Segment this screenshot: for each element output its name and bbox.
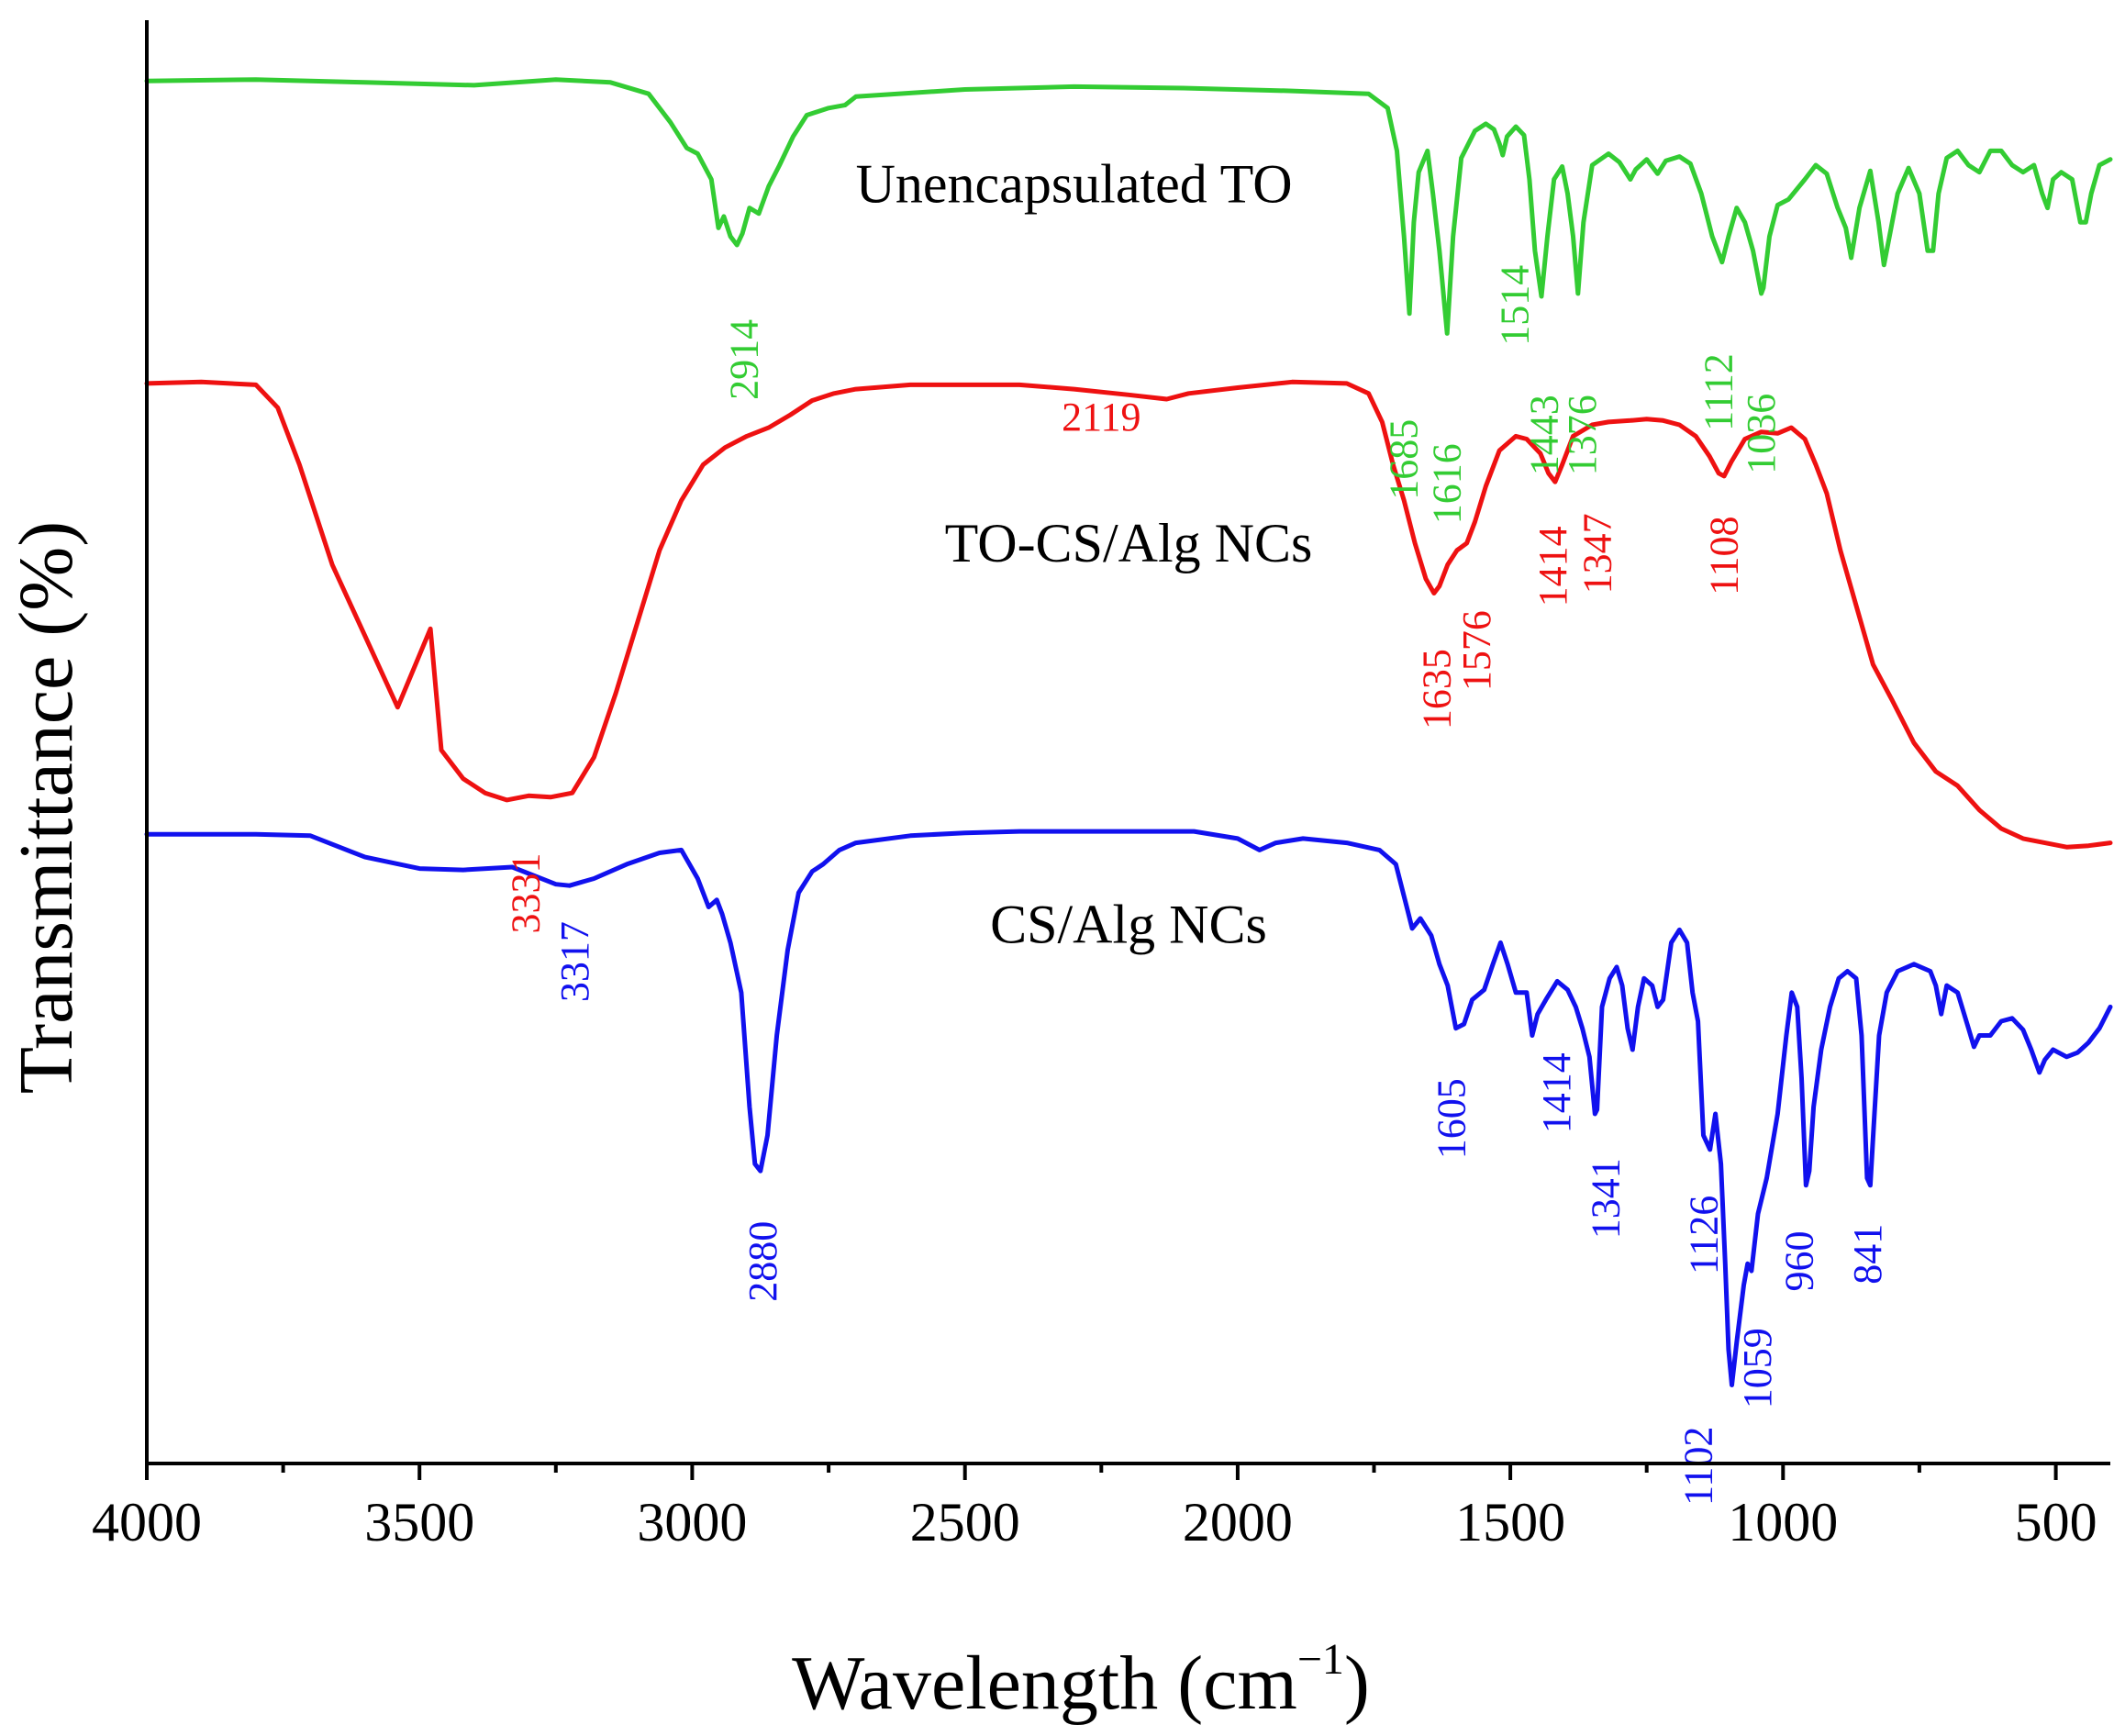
series-line-1 <box>144 77 2113 336</box>
peak-label-1414-12: 1414 <box>1530 526 1575 606</box>
x-tick-label-2000: 2000 <box>1183 1492 1293 1552</box>
x-axis-title: Wavelength (cm−1) <box>792 1635 1370 1726</box>
peak-label-3317-16: 3317 <box>552 921 597 1002</box>
peak-label-841-25: 841 <box>1845 1224 1890 1285</box>
peak-label-1685-2: 1685 <box>1382 419 1427 500</box>
x-tick-label-3000: 3000 <box>637 1492 747 1552</box>
series-label-layer: Unencapsulated TO TO-CS/Alg NCs CS/Alg NCs <box>856 153 1313 954</box>
peak-label-2914-1: 2914 <box>721 319 766 400</box>
peak-label-1112-7: 1112 <box>1697 353 1741 431</box>
x-tick-label-500: 500 <box>2015 1492 2097 1552</box>
x-tick-label-4000: 4000 <box>92 1492 202 1552</box>
x-tick-layer: 4000 3500 3000 2500 2000 1500 1000 500 <box>92 1463 2097 1552</box>
x-tick-label-1000: 1000 <box>1728 1492 1838 1552</box>
x-tick-label-1500: 1500 <box>1455 1492 1565 1552</box>
peak-label-1126-21: 1126 <box>1682 1196 1727 1274</box>
series-line-2 <box>144 379 2113 850</box>
series-name-label-2: TO-CS/Alg NCs <box>945 513 1313 573</box>
peak-label-1514-4: 1514 <box>1492 265 1537 346</box>
peak-label-2880-17: 2880 <box>740 1221 785 1302</box>
peak-label-3331-15: 3331 <box>504 853 549 934</box>
peak-label-2119-9: 2119 <box>1062 395 1140 440</box>
series-name-label-1: Unencapsulated TO <box>856 153 1293 214</box>
x-axis-title-close: ) <box>1344 1641 1370 1726</box>
peak-label-1443-5: 1443 <box>1522 395 1567 475</box>
series-line-3 <box>144 829 2113 1387</box>
x-tick-label-3500: 3500 <box>364 1492 474 1552</box>
peak-label-1036-8: 1036 <box>1739 394 1784 474</box>
peak-label-1616-3: 1616 <box>1425 443 1470 524</box>
series-name-label-3: CS/Alg NCs <box>990 894 1267 954</box>
peak-label-1576-11: 1576 <box>1454 610 1499 691</box>
peak-label-1605-18: 1605 <box>1429 1078 1474 1159</box>
series-layer <box>144 77 2113 1387</box>
peak-label-960-24: 960 <box>1777 1231 1822 1292</box>
y-axis-title: Transmittance (%) <box>4 521 89 1094</box>
peak-label-1635-10: 1635 <box>1414 649 1459 729</box>
x-tick-label-2500: 2500 <box>910 1492 1020 1552</box>
peak-label-1108-14: 1108 <box>1702 517 1747 595</box>
x-axis-title-superscript: −1 <box>1297 1635 1344 1684</box>
peak-label-1059-23: 1059 <box>1735 1328 1780 1408</box>
peak-label-1102-22: 1102 <box>1676 1427 1721 1506</box>
x-axis-title-main: Wavelength (cm <box>792 1641 1297 1726</box>
peak-label-1414-19: 1414 <box>1534 1052 1579 1133</box>
peak-label-1347-13: 1347 <box>1575 513 1620 594</box>
peak-label-1341-20: 1341 <box>1584 1158 1629 1239</box>
peak-label-1376-6: 1376 <box>1560 395 1605 475</box>
